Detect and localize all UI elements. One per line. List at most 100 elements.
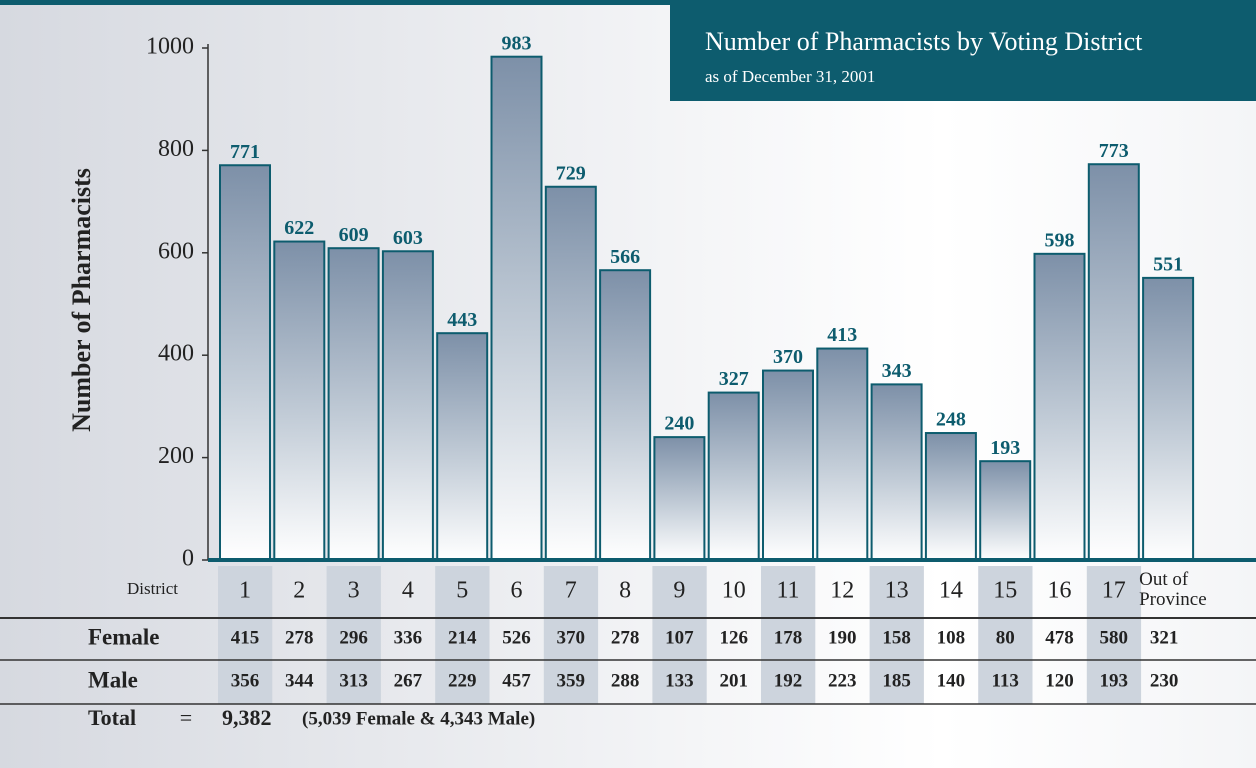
x-tick-label: 4	[402, 578, 414, 604]
table-cell: 201	[719, 670, 748, 691]
table-cell: 267	[394, 670, 423, 691]
value-label: 551	[1153, 253, 1183, 275]
table-cell: 192	[774, 670, 803, 691]
bar	[329, 248, 379, 560]
value-label: 729	[556, 162, 586, 184]
bar	[709, 393, 759, 560]
x-tick-label: 2	[293, 578, 305, 604]
table-cell: 457	[502, 670, 531, 691]
row-label: Male	[88, 667, 138, 692]
value-label: 609	[339, 224, 369, 246]
bar	[654, 437, 704, 560]
bar	[763, 371, 813, 560]
table-cell: 230	[1150, 670, 1179, 691]
value-label: 370	[773, 346, 803, 368]
value-label: 773	[1099, 140, 1129, 162]
bar	[1143, 278, 1193, 560]
x-tick-label: 6	[511, 578, 523, 604]
table-cell: 120	[1045, 670, 1074, 691]
y-tick-label: 400	[158, 341, 194, 367]
value-label: 193	[990, 437, 1020, 459]
x-tick-label: 8	[619, 578, 631, 604]
table-cell: 185	[882, 670, 911, 691]
x-tick-label: 5	[456, 578, 468, 604]
table-cell: 214	[448, 627, 477, 648]
table-cell: 288	[611, 670, 640, 691]
x-tick-label: 13	[885, 578, 909, 604]
y-tick-label: 200	[158, 443, 194, 469]
table-cell: 193	[1100, 670, 1129, 691]
x-tick-label: 3	[348, 578, 360, 604]
value-label: 771	[230, 141, 260, 163]
bar	[220, 165, 270, 560]
table-cell: 356	[231, 670, 260, 691]
table-cell: 190	[828, 627, 857, 648]
bar	[926, 433, 976, 560]
table-cell: 478	[1045, 627, 1074, 648]
table-cell: 80	[996, 627, 1015, 648]
table-cell: 296	[339, 627, 368, 648]
table-cell: 344	[285, 670, 314, 691]
table-cell: 223	[828, 670, 857, 691]
table-cell: 278	[285, 627, 314, 648]
table-cell: 158	[882, 627, 911, 648]
bar	[872, 384, 922, 560]
chart-subtitle: as of December 31, 2001	[705, 67, 875, 86]
value-label: 566	[610, 246, 640, 268]
x-tick-label: 1	[239, 578, 251, 604]
x-tick-label: 12	[830, 578, 854, 604]
bar	[274, 242, 324, 560]
table-cell: 126	[719, 627, 748, 648]
table-cell: 133	[665, 670, 694, 691]
value-label: 240	[664, 413, 694, 435]
y-tick-label: 800	[158, 136, 194, 162]
row-label: Female	[88, 624, 160, 649]
bar	[1089, 164, 1139, 560]
y-tick-label: 600	[158, 238, 194, 264]
top-border	[0, 0, 1256, 5]
table-cell: 415	[231, 627, 260, 648]
value-label: 622	[284, 217, 314, 239]
table-cell: 278	[611, 627, 640, 648]
x-tick-label: 10	[722, 578, 746, 604]
table-cell: 359	[557, 670, 586, 691]
total-value: 9,382	[222, 705, 272, 730]
x-tick-label: 15	[993, 578, 1017, 604]
bar	[600, 270, 650, 560]
value-label: 327	[719, 368, 749, 390]
value-label: 248	[936, 409, 966, 431]
table-cell: 526	[502, 627, 531, 648]
table-cell: 313	[339, 670, 368, 691]
table-cell: 108	[937, 627, 966, 648]
bar	[383, 251, 433, 560]
table-cell: 178	[774, 627, 803, 648]
x-tick-label: 7	[565, 578, 577, 604]
x-tick-label: 11	[776, 578, 799, 604]
value-label: 603	[393, 227, 423, 249]
value-label: 343	[882, 360, 912, 382]
x-tick-label: 14	[939, 578, 963, 604]
table-cell: 113	[991, 670, 1018, 691]
x-tick-label: 17	[1102, 578, 1126, 604]
y-tick-label: 0	[182, 546, 194, 572]
table-cell: 370	[557, 627, 586, 648]
y-tick-label: 1000	[146, 34, 194, 60]
bar	[492, 57, 542, 560]
bar	[980, 461, 1030, 560]
value-label: 413	[827, 324, 857, 346]
table-cell: 140	[937, 670, 966, 691]
x-tick-label: 16	[1048, 578, 1072, 604]
table-cell: 321	[1150, 627, 1179, 648]
x-tick-label: 9	[673, 578, 685, 604]
table-cell: 107	[665, 627, 694, 648]
table-cell: 580	[1100, 627, 1129, 648]
bar	[1035, 254, 1085, 560]
table-cell: 229	[448, 670, 477, 691]
value-label: 443	[447, 309, 477, 331]
total-equals: =	[180, 705, 192, 730]
chart-title: Number of Pharmacists by Voting District	[705, 27, 1143, 56]
x-axis-label: District	[127, 579, 178, 598]
total-label: Total	[88, 705, 136, 730]
bar	[437, 333, 487, 560]
value-label: 983	[502, 32, 532, 54]
